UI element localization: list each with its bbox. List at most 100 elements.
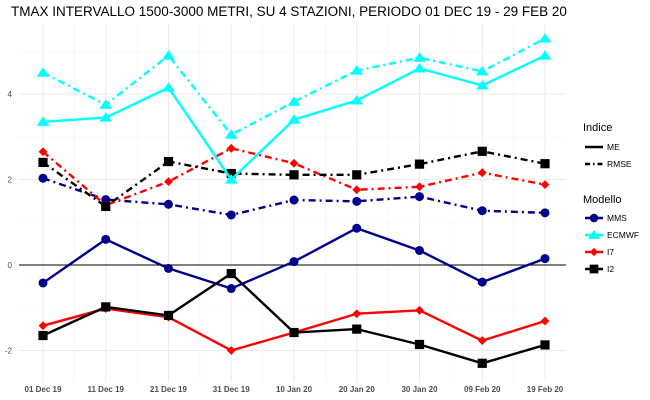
data-point-mms-me <box>101 234 111 244</box>
data-point-i2-rmse <box>163 156 174 167</box>
series-mms-me <box>38 223 550 294</box>
data-point-ecmwf-me <box>36 116 50 126</box>
series-i2-me <box>38 268 550 368</box>
data-point-i2-rmse <box>289 170 299 180</box>
chart-title: TMAX INTERVALLO 1500-3000 METRI, SU 4 ST… <box>11 4 567 19</box>
data-point-i2-me <box>38 330 48 341</box>
data-point-ecmwf-me <box>224 174 238 184</box>
series-ecmwf-rmse <box>36 33 552 139</box>
data-point-mms-me <box>477 277 487 287</box>
data-point-ecmwf-me <box>350 95 364 105</box>
x-tick-label: 19 Feb 20 <box>527 385 564 394</box>
data-point-ecmwf-me <box>475 80 489 90</box>
x-axis: 01 Dec 19 11 Dec 19 21 Dec 19 31 Dec 19 10 J… <box>25 385 564 394</box>
legend-label-mms: MMS <box>607 213 627 223</box>
data-point-ecmwf-me <box>162 82 175 92</box>
legend-label-i7: I7 <box>607 247 614 257</box>
legend-label-rmse: RMSE <box>607 159 632 169</box>
y-tick-label: 0 <box>8 261 13 270</box>
legend-key-marker-ecmwf <box>588 229 600 239</box>
data-point-mms-me <box>38 278 48 288</box>
data-point-i2-rmse <box>540 159 550 169</box>
data-point-ecmwf-me <box>538 50 552 60</box>
data-point-mms-me <box>164 263 173 273</box>
data-point-ecmwf-me <box>413 62 426 73</box>
legend-title-modello: Modello <box>583 194 622 206</box>
data-point-i2-me <box>414 339 425 350</box>
data-point-i7-rmse <box>540 180 550 190</box>
data-point-i2-me <box>289 327 299 338</box>
data-point-ecmwf-rmse <box>224 129 238 139</box>
data-point-i2-me <box>101 302 111 312</box>
data-point-i7-rmse <box>352 185 362 195</box>
data-point-i7-me <box>226 346 236 355</box>
data-point-ecmwf-rmse <box>413 52 426 62</box>
data-point-mms-rmse <box>38 173 48 183</box>
series-line-ecmwf-rmse <box>42 37 546 136</box>
legend-label-ecmwf: ECMWF <box>607 230 639 240</box>
data-point-ecmwf-me <box>287 114 301 124</box>
data-point-i2-rmse <box>477 146 487 156</box>
legend-title-indice: Indice <box>583 122 612 134</box>
data-point-i7-me <box>352 309 362 319</box>
legend-key-marker-i2 <box>589 264 599 274</box>
x-tick-label: 31 Dec 19 <box>213 385 250 394</box>
data-point-i7-me <box>477 336 487 346</box>
legend-key-marker-mms <box>589 213 599 223</box>
data-point-i2-me <box>352 324 362 334</box>
series-mms-rmse <box>38 173 550 220</box>
x-tick-label: 01 Dec 19 <box>25 385 62 394</box>
data-point-mms-me <box>352 223 362 233</box>
series-ecmwf-me <box>36 50 552 184</box>
y-axis: -2 0 2 4 <box>5 90 13 355</box>
legend: Indice ME RMSE Modello MMS ECMWF I7 I2 <box>583 122 639 274</box>
data-point-ecmwf-rmse <box>475 65 489 76</box>
data-point-i7-rmse <box>289 158 299 168</box>
data-point-i7-me <box>38 321 48 331</box>
data-point-ecmwf-me <box>99 112 113 122</box>
x-tick-label: 10 Jan 20 <box>276 385 313 394</box>
data-point-i2-me <box>540 340 550 350</box>
data-point-i2-rmse <box>101 201 111 212</box>
data-point-i2-me <box>163 310 174 321</box>
data-point-i2-rmse <box>414 159 425 169</box>
data-point-ecmwf-rmse <box>36 67 50 77</box>
data-point-ecmwf-rmse <box>287 96 301 106</box>
data-point-i2-rmse <box>38 157 48 168</box>
data-point-i7-rmse <box>38 147 48 157</box>
data-point-ecmwf-rmse <box>99 99 113 109</box>
x-tick-label: 11 Dec 19 <box>88 385 125 394</box>
data-point-mms-rmse <box>226 210 236 220</box>
data-point-mms-rmse <box>352 196 362 206</box>
series-line-i2-rmse <box>42 150 546 208</box>
data-point-i7-rmse <box>164 177 173 187</box>
data-point-i2-rmse <box>226 168 236 179</box>
data-point-mms-rmse <box>477 206 487 216</box>
data-point-i7-rmse <box>477 168 487 178</box>
y-tick-label: 4 <box>8 90 13 99</box>
x-tick-label: 09 Feb 20 <box>464 385 501 394</box>
data-point-mms-rmse <box>164 199 173 209</box>
data-point-i7-rmse <box>415 182 424 192</box>
data-point-i2-me <box>477 358 487 368</box>
data-point-i2-rmse <box>352 170 362 180</box>
data-point-i7-me <box>415 305 424 315</box>
series-i2-rmse <box>38 146 550 212</box>
data-point-mms-me <box>415 245 424 255</box>
y-tick-label: 2 <box>8 176 13 185</box>
data-point-ecmwf-rmse <box>538 33 552 43</box>
data-point-i2-me <box>226 268 236 279</box>
y-tick-label: -2 <box>5 346 13 355</box>
data-point-mms-me <box>226 284 236 294</box>
legend-label-me: ME <box>607 142 620 152</box>
data-point-mms-me <box>289 257 299 267</box>
x-tick-label: 21 Dec 19 <box>150 385 187 394</box>
x-tick-label: 20 Jan 20 <box>339 385 376 394</box>
data-point-mms-me <box>540 254 550 264</box>
data-point-ecmwf-rmse <box>162 50 175 60</box>
data-point-i7-rmse <box>226 143 236 153</box>
data-point-ecmwf-rmse <box>350 65 364 75</box>
x-tick-label: 30 Jan 20 <box>401 385 438 394</box>
data-point-mms-rmse <box>540 208 550 218</box>
